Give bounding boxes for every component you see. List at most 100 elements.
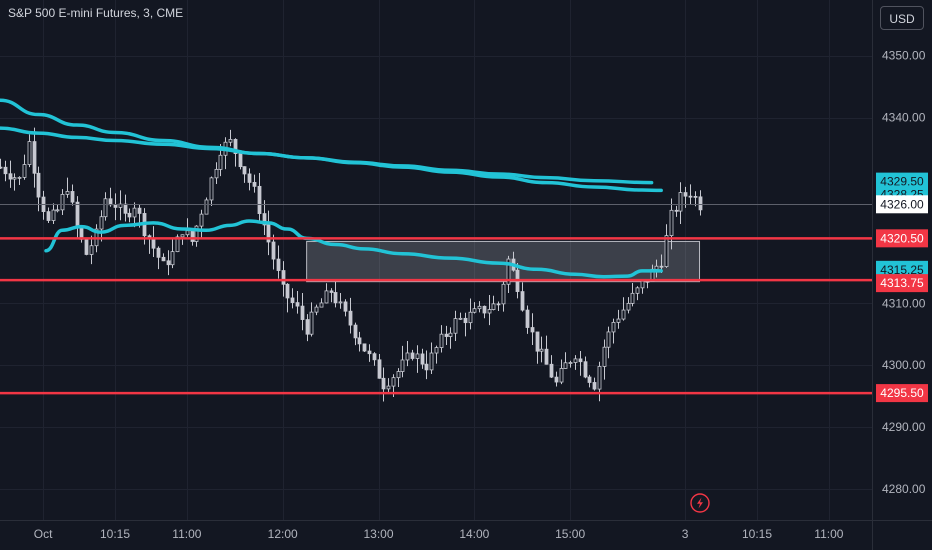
candle-body xyxy=(611,321,616,333)
time-tick-label: 15:00 xyxy=(555,527,585,541)
candle-body xyxy=(645,280,650,283)
candle-body xyxy=(539,348,544,352)
price-tick-label: 4310.00 xyxy=(882,296,926,310)
candle-body xyxy=(396,371,401,379)
candle-body xyxy=(333,292,338,304)
candle-body xyxy=(27,141,32,165)
candle-body xyxy=(276,258,281,271)
candle-body xyxy=(65,191,70,195)
price-tick-label: 4300.00 xyxy=(882,358,926,372)
candle-body xyxy=(103,198,108,218)
candle-body xyxy=(400,359,405,372)
candle-body xyxy=(55,209,60,212)
candle-body xyxy=(233,139,238,154)
candle-body xyxy=(491,303,496,310)
candle-body xyxy=(477,305,482,310)
candle-body xyxy=(348,310,353,326)
currency-button[interactable]: USD xyxy=(880,6,924,30)
candle-body xyxy=(32,141,37,174)
candle-body xyxy=(693,195,698,198)
time-tick-label: 11:00 xyxy=(814,527,843,541)
candle-body xyxy=(175,236,180,253)
candle-body xyxy=(194,225,199,242)
candle-body xyxy=(89,245,94,255)
candle-body xyxy=(295,302,300,307)
candle-body xyxy=(84,238,89,255)
level-price-badge xyxy=(876,229,928,248)
candle-body xyxy=(36,172,41,198)
candle-body xyxy=(262,213,267,226)
time-axis[interactable]: Oct 10:15 11:00 12:00 13:00 14:00 15:00 3 10:15 1… xyxy=(34,527,844,541)
candle-body xyxy=(185,230,190,236)
candle-body xyxy=(549,363,554,378)
candle-body xyxy=(616,318,621,323)
candle-body xyxy=(415,353,420,359)
candle-body xyxy=(578,358,583,363)
candle-body xyxy=(108,198,113,206)
candle-body xyxy=(314,306,319,313)
level-price-badge-label: 4313.75 xyxy=(880,276,924,290)
candle-body xyxy=(17,176,22,179)
candle-body xyxy=(247,173,252,183)
candle-body xyxy=(281,270,286,285)
candle-body xyxy=(377,359,382,379)
candle-body xyxy=(305,319,310,335)
price-tick-label: 4290.00 xyxy=(882,420,926,434)
candle-body xyxy=(640,280,645,289)
candle-body xyxy=(463,317,468,324)
candle-body xyxy=(319,302,324,308)
candle-body xyxy=(573,358,578,363)
candle-body xyxy=(132,207,137,218)
candle-body xyxy=(602,346,607,367)
candle-body xyxy=(664,235,669,267)
candle-body xyxy=(669,209,674,236)
candle-body xyxy=(127,212,132,218)
candle-body xyxy=(420,353,425,365)
time-tick-label: 13:00 xyxy=(363,527,393,541)
candle-body xyxy=(386,385,391,390)
candle-body xyxy=(329,290,334,293)
candle-body xyxy=(688,195,693,198)
candle-body xyxy=(161,256,166,262)
candle-body xyxy=(554,376,559,383)
candle-body xyxy=(8,173,13,180)
candle-body xyxy=(285,283,290,299)
level-price-badge xyxy=(876,274,928,293)
symbol-title: S&P 500 E-mini Futures, 3, CME xyxy=(8,6,184,20)
price-tick-label: 4340.00 xyxy=(882,111,926,125)
candle-body xyxy=(209,177,214,201)
time-tick-label: 10:15 xyxy=(100,527,130,541)
candle-body xyxy=(453,318,458,334)
candle-body xyxy=(151,238,156,249)
candle-body xyxy=(424,363,429,371)
candle-body xyxy=(324,290,329,304)
lightning-icon[interactable] xyxy=(690,493,710,513)
candle-body xyxy=(214,168,219,179)
candle-body xyxy=(506,258,511,285)
horizontal-levels xyxy=(0,204,872,395)
candle-body xyxy=(12,177,17,180)
candle-body xyxy=(166,260,171,266)
level-price-badge-label: 4320.50 xyxy=(880,231,924,245)
candle-body xyxy=(698,196,703,211)
candle-body xyxy=(621,309,626,320)
price-tick-label: 4280.00 xyxy=(882,482,926,496)
candle-body xyxy=(228,139,233,143)
candle-body xyxy=(70,191,75,203)
candle-body xyxy=(60,193,65,211)
candle-body xyxy=(520,291,525,311)
candle-body xyxy=(563,362,568,369)
candle-body xyxy=(635,287,640,294)
candle-body xyxy=(391,377,396,387)
candle-body xyxy=(266,224,271,243)
candle-body xyxy=(46,211,51,221)
price-axis[interactable]: 4350.00 4340.00 4310.00 4300.00 4290.00 4280.… xyxy=(882,49,926,496)
candle-body xyxy=(530,327,535,333)
price-tick-label: 4350.00 xyxy=(882,49,926,63)
candle-body xyxy=(630,292,635,304)
candle-body xyxy=(257,185,262,214)
candle-body xyxy=(113,204,118,208)
candle-body xyxy=(559,368,564,383)
